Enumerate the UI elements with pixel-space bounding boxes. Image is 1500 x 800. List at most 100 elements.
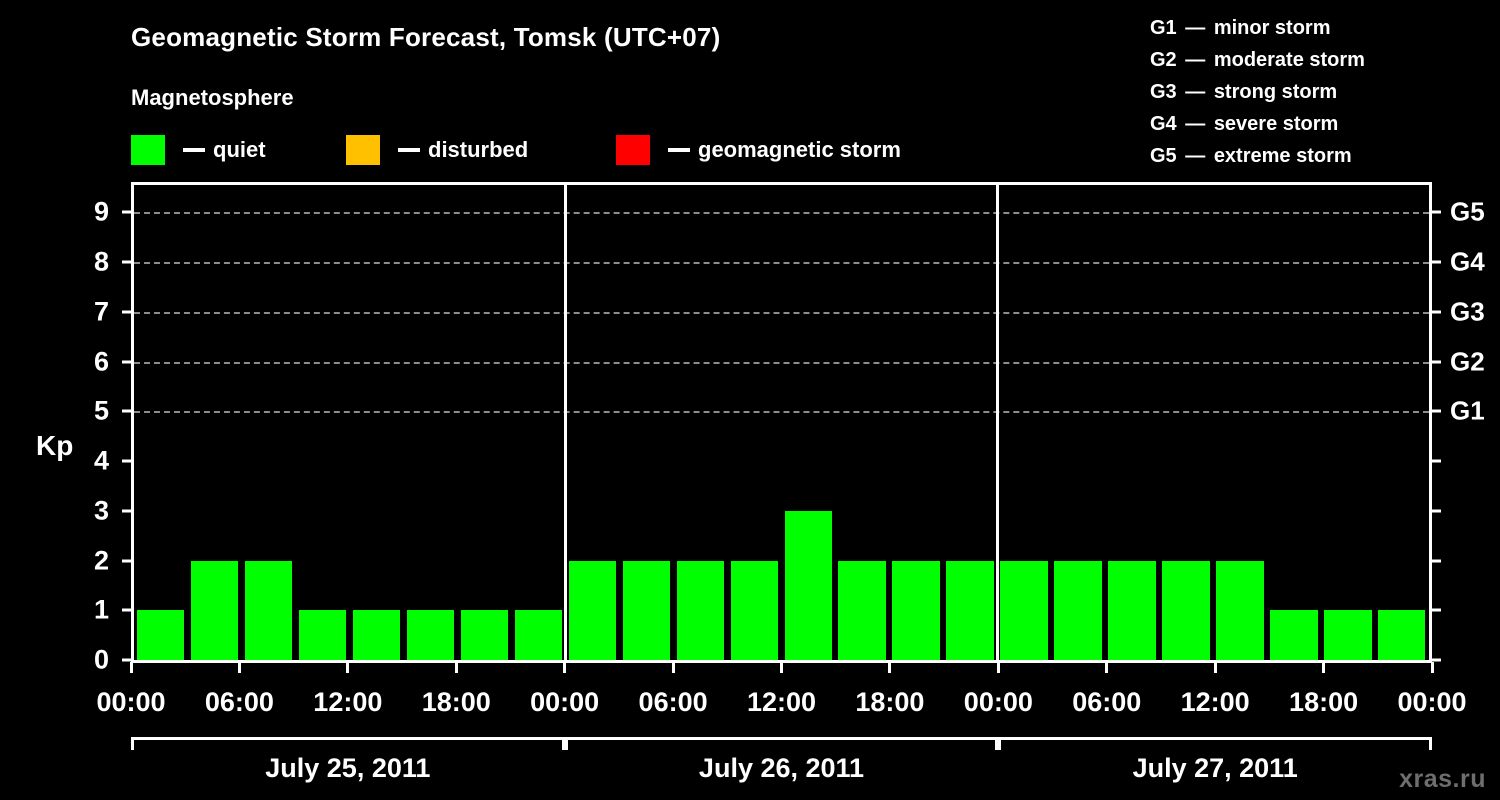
- bar: [298, 610, 347, 660]
- x-tick-label: 00:00: [530, 687, 600, 717]
- x-tick-mark: [1213, 662, 1217, 673]
- gscale-row-g1: G1 — minor storm: [1150, 12, 1480, 44]
- x-tick-mark: [129, 662, 133, 673]
- x-tick-mark: [563, 662, 567, 673]
- gscale-desc-g1: minor storm: [1213, 17, 1331, 39]
- x-tick-label: 18:00: [1289, 687, 1359, 717]
- y-tick-mark-right: [1430, 608, 1441, 612]
- y-tick-mark: [122, 360, 133, 364]
- bar: [244, 560, 293, 660]
- x-tick-label: 18:00: [421, 687, 491, 717]
- x-tick-mark: [1322, 662, 1326, 673]
- y-axis-title: Kp: [36, 430, 74, 461]
- legend-dash-icon: [398, 148, 420, 152]
- bar: [730, 560, 778, 660]
- date-label: July 25, 2011: [265, 753, 431, 783]
- y-tick-label-6: 6: [93, 346, 109, 377]
- legend-item-disturbed: disturbed: [346, 132, 528, 168]
- legend-label-quiet: quiet: [213, 137, 266, 162]
- bar: [892, 560, 940, 660]
- bar: [1000, 560, 1048, 660]
- y-tick-mark: [122, 210, 133, 214]
- x-tick-label: 00:00: [1397, 687, 1467, 717]
- gscale-code-g5: G5: [1150, 145, 1177, 167]
- x-tick-mark: [454, 662, 458, 673]
- gridline-kp-5: [134, 411, 1429, 414]
- x-tick-mark: [996, 662, 1000, 673]
- bar: [406, 610, 455, 660]
- legend-item-geomagnetic-storm: geomagnetic storm: [616, 132, 901, 168]
- day-divider: [564, 185, 568, 660]
- y-tick-mark-right: [1430, 260, 1441, 264]
- gscale-separator: —: [1179, 145, 1211, 167]
- gscale-code-g2: G2: [1150, 49, 1177, 71]
- x-tick-mark: [780, 662, 783, 673]
- bar: [190, 560, 239, 660]
- legend-swatch-disturbed: [346, 135, 380, 165]
- x-tick-mark: [1105, 662, 1109, 673]
- y-tick-label-3: 3: [93, 495, 109, 526]
- gscale-separator: —: [1179, 113, 1211, 135]
- bar: [838, 560, 886, 660]
- gridline-kp-9: [134, 212, 1429, 215]
- date-bracket: [131, 737, 565, 750]
- y-tick-mark: [122, 509, 133, 513]
- x-tick-label: 12:00: [746, 687, 817, 717]
- y-tick-label-1: 1: [93, 594, 109, 625]
- x-tick-mark: [1430, 662, 1434, 673]
- y-tick-label-7: 7: [93, 296, 109, 327]
- gscale-axis-label-g1: G1: [1450, 395, 1485, 426]
- y-tick-mark-right: [1430, 459, 1441, 463]
- y-tick-mark: [122, 658, 133, 662]
- gridline-kp-8: [134, 262, 1429, 265]
- gscale-row-g2: G2 — moderate storm: [1150, 44, 1480, 76]
- bar: [622, 560, 671, 660]
- y-tick-mark-right: [1430, 658, 1441, 662]
- gscale-code-g4: G4: [1150, 113, 1177, 135]
- x-tick-mark: [671, 662, 675, 673]
- gscale-separator: —: [1179, 49, 1211, 71]
- bar: [1270, 610, 1318, 660]
- bar: [1108, 560, 1156, 660]
- bar: [514, 610, 563, 660]
- plot-inner: [134, 185, 1429, 660]
- gscale-legend: G1 — minor storm G2 — moderate storm G3 — …: [1150, 12, 1480, 172]
- gridline-kp-7: [134, 311, 1429, 314]
- x-tick-label: 12:00: [313, 687, 383, 717]
- gscale-row-g5: G5 — extreme storm: [1150, 140, 1480, 172]
- magnetosphere-section-label: Magnetosphere: [131, 85, 294, 110]
- date-bracket: [564, 737, 999, 750]
- y-tick-label-2: 2: [93, 545, 109, 576]
- y-tick-mark: [122, 459, 133, 463]
- bar: [784, 510, 832, 660]
- bar: [1378, 610, 1426, 660]
- legend-swatch-geomagnetic-storm: [616, 135, 650, 165]
- gridline-kp-6: [134, 361, 1429, 364]
- bar: [1324, 610, 1372, 660]
- y-tick-mark: [122, 260, 133, 264]
- gscale-axis-label-g3: G3: [1450, 296, 1485, 327]
- gscale-row-g4: G4 — severe storm: [1150, 108, 1480, 140]
- y-tick-mark: [122, 608, 133, 612]
- gscale-desc-g4: severe storm: [1213, 113, 1339, 135]
- y-tick-mark-right: [1430, 210, 1441, 214]
- gscale-separator: —: [1179, 81, 1211, 103]
- x-tick-mark: [888, 662, 892, 673]
- legend-label-disturbed: disturbed: [428, 137, 529, 162]
- bar: [137, 610, 185, 660]
- legend-item-quiet: quiet: [131, 132, 266, 168]
- bar: [568, 560, 617, 660]
- gscale-axis-label-g2: G2: [1450, 346, 1485, 377]
- y-tick-mark-right: [1430, 310, 1441, 314]
- x-tick-label: 06:00: [204, 687, 274, 717]
- x-tick-label: 06:00: [1072, 687, 1142, 717]
- day-divider: [995, 185, 999, 660]
- legend-dash-icon: [668, 148, 690, 152]
- gscale-separator: —: [1179, 17, 1211, 39]
- bar: [1162, 560, 1210, 660]
- plot-area: [131, 182, 1432, 663]
- date-label: July 27, 2011: [1132, 753, 1298, 783]
- y-tick-label-9: 9: [93, 196, 109, 227]
- x-tick-mark: [346, 662, 350, 673]
- bar: [1216, 560, 1264, 660]
